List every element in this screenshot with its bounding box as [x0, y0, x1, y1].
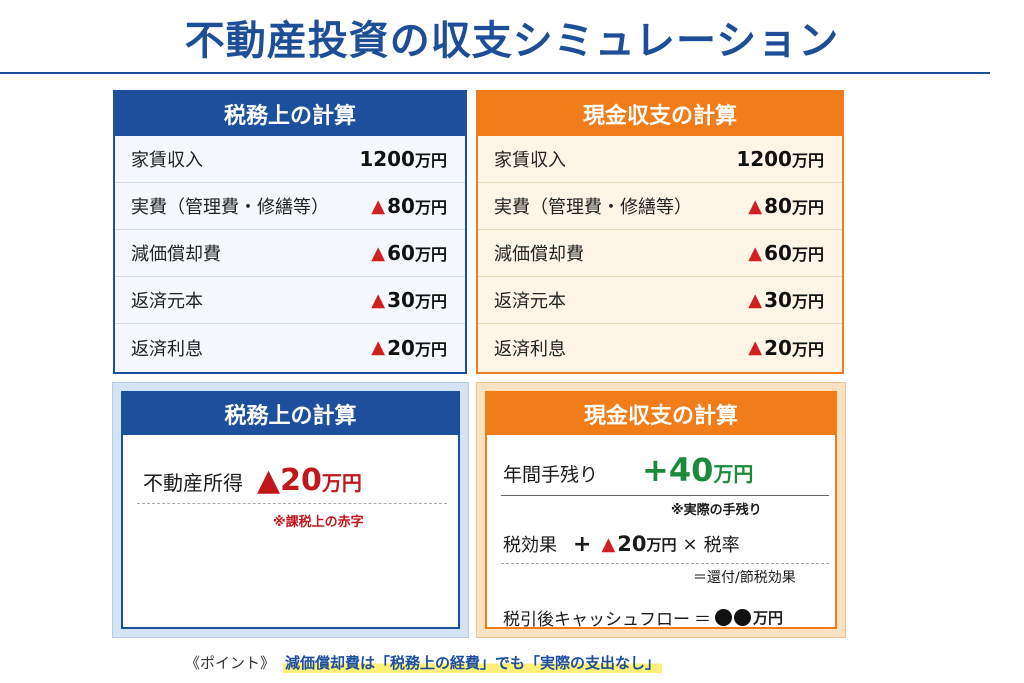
table-row: 家賃収入 1200 万円 — [478, 136, 842, 183]
triangle-icon: ▲ — [748, 337, 763, 358]
row-value: 1200 万円 — [359, 147, 447, 171]
tax-result-card: 税務上の計算 不動産所得 ▲20万円 ※課税上の赤字 — [112, 382, 469, 638]
row-label: 家賃収入 — [494, 150, 566, 171]
placeholder-dot-icon — [715, 609, 732, 626]
yearly-remaining: 年間手残り +40万円 — [503, 451, 823, 489]
row-label: 返済利息 — [131, 338, 203, 360]
cash-table-header: 現金収支の計算 — [478, 92, 842, 136]
table-row: 返済利息 ▲ 20 万円 — [115, 324, 465, 371]
tax-effect-value: 20 — [617, 532, 647, 556]
triangle-icon: ▲ — [748, 242, 763, 264]
dashed-divider — [137, 503, 447, 504]
income-label: 不動産所得 — [143, 471, 243, 495]
row-value: ▲ 80 万円 — [748, 194, 824, 218]
table-row: 減価償却費 ▲ 60 万円 — [478, 230, 842, 277]
row-value: ▲ 20 万円 — [371, 335, 447, 360]
triangle-icon: ▲ — [601, 533, 616, 555]
triangle-icon: ▲ — [371, 242, 386, 264]
row-value: ▲ 20 万円 — [748, 335, 824, 360]
dashed-divider — [501, 563, 829, 564]
point-text: 減価償却費は「税務上の経費」でも「実際の支出なし」 — [283, 652, 663, 673]
triangle-icon: ▲ — [371, 195, 386, 217]
page-title: 不動産投資の収支シミュレーション — [184, 18, 840, 64]
real-estate-income: 不動産所得 ▲20万円 — [143, 463, 362, 498]
table-row: 減価償却費 ▲ 60 万円 — [115, 230, 465, 277]
row-value: ▲ 30 万円 — [748, 288, 824, 312]
tax-effect-label: 税効果 — [503, 535, 557, 556]
cash-result-card: 現金収支の計算 年間手残り +40万円 ※実際の手残り 税効果 + ▲ 20 万… — [476, 382, 846, 638]
equals-sign: ＝ — [694, 610, 711, 630]
tax-effect-unit: 万円 — [646, 535, 677, 554]
table-row: 返済利息 ▲ 20 万円 — [478, 324, 842, 371]
row-value: ▲ 60 万円 — [748, 241, 824, 265]
point-label: 《ポイント》 — [185, 654, 276, 672]
after-tax-cashflow: 税引後キャッシュフロー ＝ 万円 — [503, 605, 783, 630]
yearly-note: ※実際の手残り — [671, 503, 762, 518]
tax-rate-label: 税率 — [703, 535, 740, 556]
table-row: 返済元本 ▲ 30 万円 — [478, 277, 842, 324]
tax-effect-note: ＝還付/節税効果 — [693, 570, 796, 586]
table-row: 返済元本 ▲ 30 万円 — [115, 277, 465, 324]
table-row: 家賃収入 1200 万円 — [115, 136, 465, 183]
point-note: 《ポイント》 減価償却費は「税務上の経費」でも「実際の支出なし」 — [185, 652, 663, 673]
row-label: 返済元本 — [131, 291, 203, 312]
row-label: 返済元本 — [494, 291, 566, 312]
row-label: 減価償却費 — [131, 244, 221, 265]
yearly-value: +40万円 — [642, 451, 754, 489]
row-value: 1200 万円 — [736, 147, 824, 171]
row-value: ▲ 60 万円 — [371, 241, 447, 265]
yearly-label: 年間手残り — [503, 464, 599, 486]
triangle-icon: ▲ — [748, 195, 763, 217]
row-label: 減価償却費 — [494, 244, 584, 265]
row-label: 返済利息 — [494, 338, 566, 360]
row-value: ▲ 80 万円 — [371, 194, 447, 218]
triangle-icon: ▲ — [748, 289, 763, 311]
tax-result-header: 税務上の計算 — [123, 393, 458, 435]
cash-result-header: 現金収支の計算 — [487, 393, 835, 435]
triangle-icon: ▲ — [371, 289, 386, 311]
table-row: 実費（管理費・修繕等） ▲ 80 万円 — [115, 183, 465, 230]
plus-sign: + — [573, 531, 592, 557]
income-note: ※課税上の赤字 — [273, 515, 364, 530]
cash-calculation-table: 現金収支の計算 家賃収入 1200 万円 実費（管理費・修繕等） ▲ 80 万円 減価… — [476, 90, 844, 374]
row-label: 実費（管理費・修繕等） — [131, 197, 329, 218]
divider — [501, 495, 829, 496]
tax-calculation-table: 税務上の計算 家賃収入 1200 万円 実費（管理費・修繕等） ▲ 80 万円 減価償… — [113, 90, 467, 374]
cashflow-unit: 万円 — [753, 609, 784, 627]
income-value: ▲20万円 — [257, 463, 362, 498]
tax-table-header: 税務上の計算 — [115, 92, 465, 136]
placeholder-dot-icon — [734, 609, 751, 626]
row-label: 実費（管理費・修繕等） — [494, 197, 692, 218]
title-divider — [0, 72, 990, 74]
row-label: 家賃収入 — [131, 150, 203, 171]
tax-effect-formula: 税効果 + ▲ 20 万円 × 税率 — [503, 531, 740, 557]
table-row: 実費（管理費・修繕等） ▲ 80 万円 — [478, 183, 842, 230]
cashflow-label: 税引後キャッシュフロー — [503, 610, 690, 630]
triangle-icon: ▲ — [371, 337, 386, 358]
row-value: ▲ 30 万円 — [371, 288, 447, 312]
times-sign: × — [682, 533, 698, 555]
